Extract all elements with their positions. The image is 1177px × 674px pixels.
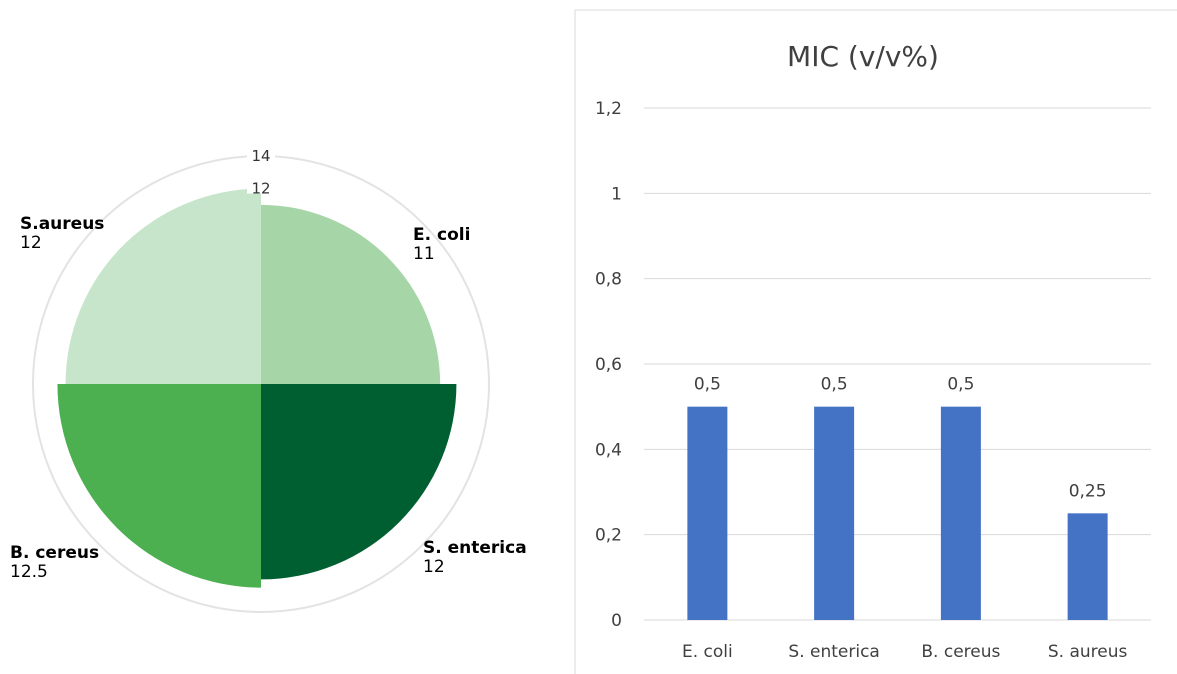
y-tick-label: 0,4 <box>595 440 622 460</box>
value-label-s-aureus: 12 <box>20 233 42 253</box>
category-label-b-cereus: B. cereus <box>10 543 99 563</box>
bar-s-aureus <box>1067 513 1108 620</box>
y-tick-label: 1 <box>611 184 622 204</box>
data-label-b-cereus: 0,5 <box>947 375 974 395</box>
category-label-s-aureus: S.aureus <box>20 214 104 234</box>
y-tick-label: 0,8 <box>595 270 622 290</box>
sector-e-coli <box>261 204 441 384</box>
x-tick-label-b-cereus: B. cereus <box>921 642 1000 662</box>
y-tick-label: 1,2 <box>595 99 622 119</box>
bar-s-enterica <box>814 406 855 620</box>
sector-b-cereus <box>57 384 261 588</box>
value-label-s-enterica: 12 <box>423 557 445 577</box>
radial-tick-background <box>247 147 275 161</box>
bar-e-coli <box>687 406 728 620</box>
category-label-e-coli: E. coli <box>413 225 470 245</box>
category-label-s-enterica: S. enterica <box>423 538 527 558</box>
radial-tick-background <box>247 179 275 194</box>
bar-b-cereus <box>940 406 981 620</box>
sector-s-enterica <box>261 384 457 580</box>
radial-tick-label: 14 <box>251 147 270 165</box>
radial-tick-label: 12 <box>251 180 270 198</box>
data-label-s-aureus: 0,25 <box>1069 481 1107 501</box>
chart-title: MIC (v/v%) <box>787 40 939 73</box>
bar-chart: MIC (v/v%) 0 0,2 0,4 0,6 0,8 1 1,2 0,5 E. coli 0,… <box>595 40 1151 662</box>
data-label-s-enterica: 0,5 <box>821 375 848 395</box>
y-tick-label: 0,6 <box>595 355 622 375</box>
data-label-e-coli: 0,5 <box>694 375 721 395</box>
x-tick-label-e-coli: E. coli <box>682 642 733 662</box>
y-tick-label: 0,2 <box>595 526 622 546</box>
value-label-e-coli: 11 <box>413 244 435 264</box>
y-tick-label: 0 <box>611 611 622 631</box>
sector-s-aureus <box>65 188 261 384</box>
x-tick-label-s-enterica: S. enterica <box>788 642 879 662</box>
value-label-b-cereus: 12.5 <box>10 562 48 582</box>
x-tick-label-s-aureus: S. aureus <box>1048 642 1128 662</box>
